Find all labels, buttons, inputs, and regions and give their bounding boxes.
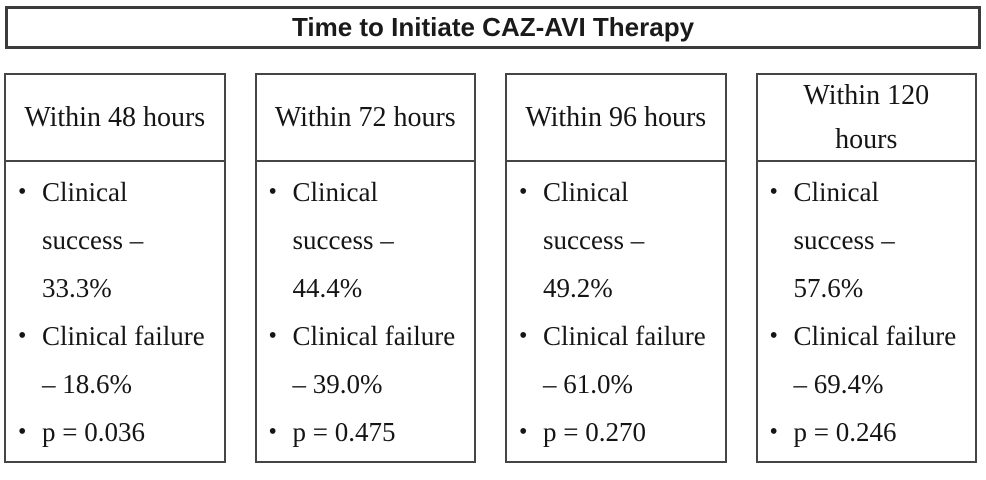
bullet-text: Clinical failure – 39.0%: [292, 321, 456, 399]
bullet-marker-icon: •: [769, 179, 778, 205]
bullet-text: p = 0.246: [793, 417, 897, 447]
bullet-marker-icon: •: [519, 323, 528, 349]
bullet-text: Clinical failure – 61.0%: [543, 321, 706, 399]
bullet-text: Clinical success – 49.2%: [543, 177, 645, 303]
bullet-marker-icon: •: [268, 323, 277, 349]
bullet-text: Clinical failure – 69.4%: [793, 321, 957, 399]
bullet-text: Clinical success – 57.6%: [793, 177, 895, 303]
bullet-marker-icon: •: [18, 323, 27, 349]
bullet-item-p-value: • p = 0.475: [269, 408, 471, 456]
bullet-item-clinical-success: • Clinical success – 57.6%: [770, 168, 972, 312]
bullet-text: p = 0.036: [42, 417, 145, 447]
box-header-96h: Within 96 hours: [507, 75, 725, 162]
box-body-120h: • Clinical success – 57.6% • Clinical fa…: [758, 162, 976, 461]
bullet-marker-icon: •: [18, 179, 27, 205]
bullet-item-clinical-success: • Clinical success – 44.4%: [269, 168, 471, 312]
bullet-text: Clinical failure – 18.6%: [42, 321, 205, 399]
box-body-72h: • Clinical success – 44.4% • Clinical fa…: [257, 162, 475, 461]
timeline-box-120h: Within 120 hours • Clinical success – 57…: [755, 73, 977, 463]
box-body-96h: • Clinical success – 49.2% • Clinical fa…: [507, 162, 725, 461]
bullet-text: p = 0.475: [292, 417, 396, 447]
bullet-item-clinical-failure: • Clinical failure – 18.6%: [18, 312, 220, 408]
bullet-marker-icon: •: [769, 323, 778, 349]
bullet-text: Clinical success – 44.4%: [292, 177, 394, 303]
box-header-120h: Within 120 hours: [757, 75, 975, 162]
bullet-marker-icon: •: [519, 179, 528, 205]
timeline-box-72h: Within 72 hours • Clinical success – 44.…: [254, 73, 476, 463]
title-bar: Time to Initiate CAZ-AVI Therapy: [5, 6, 981, 49]
box-header-72h: Within 72 hours: [256, 75, 474, 162]
bullet-item-p-value: • p = 0.270: [519, 408, 721, 456]
figure-title: Time to Initiate CAZ-AVI Therapy: [291, 12, 695, 42]
bullet-item-p-value: • p = 0.246: [770, 408, 972, 456]
box-body-48h: • Clinical success – 33.3% • Clinical fa…: [6, 162, 224, 461]
timeline-box-48h: Within 48 hours • Clinical success – 33.…: [4, 73, 226, 463]
bullet-item-clinical-success: • Clinical success – 49.2%: [519, 168, 721, 312]
bullet-marker-icon: •: [268, 179, 277, 205]
timeline-box-96h: Within 96 hours • Clinical success – 49.…: [505, 73, 727, 463]
bullet-marker-icon: •: [519, 419, 528, 445]
bullet-item-clinical-failure: • Clinical failure – 69.4%: [770, 312, 972, 408]
bullet-text: p = 0.270: [543, 417, 646, 447]
bullet-marker-icon: •: [268, 419, 277, 445]
bullet-item-clinical-failure: • Clinical failure – 61.0%: [519, 312, 721, 408]
bullet-item-clinical-failure: • Clinical failure – 39.0%: [269, 312, 471, 408]
timeline-boxes-row: Within 48 hours • Clinical success – 33.…: [4, 73, 977, 463]
bullet-item-p-value: • p = 0.036: [18, 408, 220, 456]
bullet-text: Clinical success – 33.3%: [42, 177, 144, 303]
bullet-marker-icon: •: [18, 419, 27, 445]
bullet-item-clinical-success: • Clinical success – 33.3%: [18, 168, 220, 312]
bullet-marker-icon: •: [769, 419, 778, 445]
box-header-48h: Within 48 hours: [6, 75, 224, 162]
